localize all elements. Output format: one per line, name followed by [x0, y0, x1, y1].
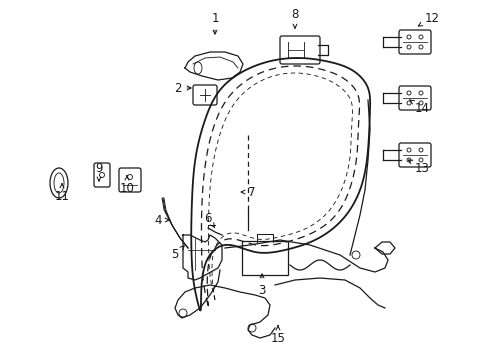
Text: 10: 10: [120, 176, 134, 194]
Text: 7: 7: [241, 185, 255, 198]
Text: 1: 1: [211, 12, 218, 34]
Text: 11: 11: [54, 184, 69, 202]
Text: 9: 9: [95, 162, 102, 181]
Text: 2: 2: [174, 81, 191, 94]
Text: 12: 12: [418, 12, 439, 26]
Text: 14: 14: [408, 100, 428, 114]
Text: 4: 4: [154, 213, 169, 226]
Text: 6: 6: [204, 211, 214, 228]
Text: 15: 15: [270, 326, 285, 345]
Text: 13: 13: [407, 160, 428, 175]
Text: 3: 3: [258, 274, 265, 297]
Text: 5: 5: [171, 246, 184, 261]
Text: 8: 8: [291, 9, 298, 28]
